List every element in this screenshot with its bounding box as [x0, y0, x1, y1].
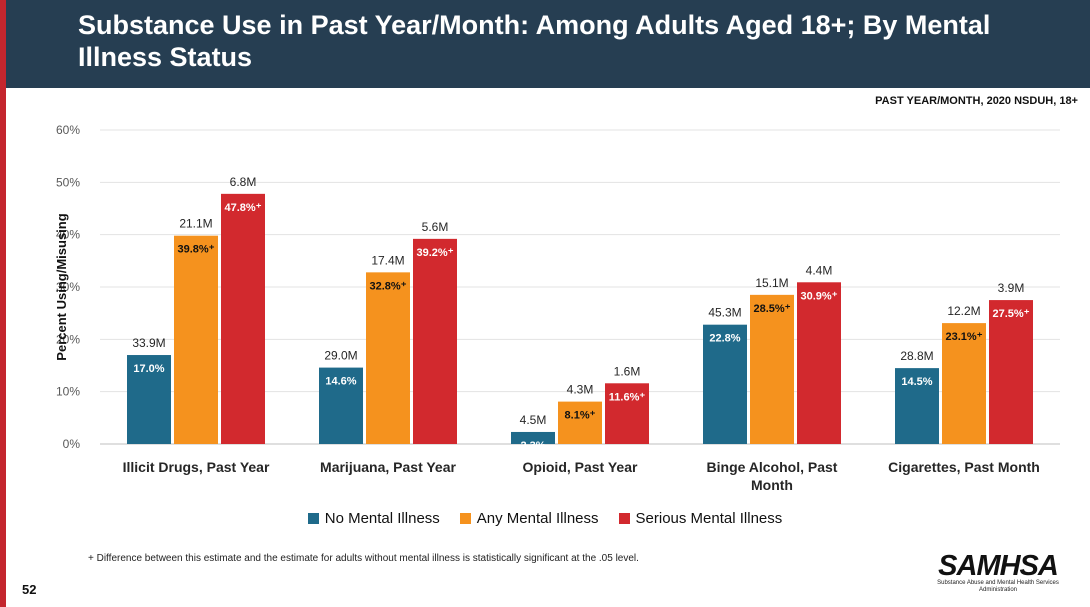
data-label: 27.5%⁺	[993, 308, 1030, 320]
page-number: 52	[22, 582, 37, 597]
x-tick-label: Binge Alcohol, Past Month	[707, 459, 838, 493]
count-label: 4.4M	[806, 263, 833, 277]
legend-label: No Mental Illness	[324, 510, 440, 527]
data-label: 11.6%⁺	[609, 391, 646, 403]
legend-swatch	[618, 513, 630, 524]
data-label: 32.8%⁺	[370, 280, 407, 292]
y-tick-label: 60%	[56, 123, 80, 137]
bar	[319, 367, 363, 444]
y-tick-label: 0%	[63, 437, 81, 451]
y-axis-label: Percent Using/Misusing	[54, 213, 69, 360]
bar	[989, 300, 1033, 444]
count-label: 1.6M	[614, 364, 641, 378]
data-label: 23.1%⁺	[946, 331, 983, 343]
y-tick-label: 10%	[56, 385, 80, 399]
data-label: 47.8%⁺	[225, 202, 262, 214]
title-banner	[6, 0, 1090, 88]
data-label: 2.3%	[520, 440, 545, 452]
legend-swatch	[307, 513, 319, 524]
y-tick-label: 50%	[56, 175, 80, 189]
slide-title: Substance Use in Past Year/Month: Among …	[78, 10, 991, 72]
data-label: 39.8%⁺	[178, 244, 215, 256]
legend-label: Serious Mental Illness	[635, 510, 783, 527]
y-tick-label: 30%	[56, 280, 80, 294]
x-tick-label: Cigarettes, Past Month	[888, 459, 1040, 475]
bar	[558, 401, 602, 444]
count-label: 28.8M	[900, 349, 933, 363]
count-label: 6.8M	[230, 175, 257, 189]
x-tick-label: Marijuana, Past Year	[320, 459, 456, 475]
count-label: 45.3M	[708, 306, 741, 320]
data-label: 14.5%	[901, 376, 932, 388]
data-label: 30.9%⁺	[801, 290, 838, 302]
bar	[942, 323, 986, 444]
legend-label: Any Mental Illness	[476, 510, 599, 527]
count-label: 15.1M	[755, 276, 788, 290]
bar	[750, 294, 794, 444]
data-label: 14.6%	[325, 376, 356, 388]
legend-item: No Mental Illness	[307, 510, 440, 527]
bar	[797, 282, 841, 444]
footnote: + Difference between this estimate and t…	[88, 553, 639, 564]
bar	[703, 324, 747, 444]
logo-wordmark: SAMHSA	[938, 550, 1059, 582]
bar	[605, 383, 649, 444]
bar	[895, 368, 939, 444]
legend-item: Serious Mental Illness	[618, 510, 783, 527]
x-tick-label: Opioid, Past Year	[523, 459, 638, 475]
y-tick-label: 20%	[56, 332, 80, 346]
count-label: 3.9M	[998, 281, 1025, 295]
bar	[174, 235, 218, 444]
data-label: 28.5%⁺	[754, 303, 791, 315]
data-label: 17.0%	[133, 363, 164, 375]
count-label: 4.3M	[567, 383, 594, 397]
accent-bar	[0, 0, 6, 607]
data-label: 22.8%	[709, 333, 740, 345]
bar	[366, 272, 410, 444]
y-tick-label: 40%	[56, 228, 80, 242]
count-label: 17.4M	[371, 253, 404, 267]
bar	[413, 238, 457, 444]
chart-legend: No Mental Illness Any Mental Illness Serio…	[0, 510, 1090, 527]
count-label: 21.1M	[179, 217, 212, 231]
count-label: 12.2M	[947, 304, 980, 318]
bar	[127, 355, 171, 444]
data-label: 8.1%⁺	[565, 410, 596, 422]
legend-swatch	[459, 513, 471, 524]
bar	[511, 431, 555, 444]
logo-tagline: Substance Abuse and Mental Health Servic…	[937, 580, 1059, 593]
count-label: 29.0M	[324, 349, 357, 363]
bar	[221, 193, 265, 444]
count-label: 5.6M	[422, 220, 449, 234]
count-label: 33.9M	[132, 336, 165, 350]
legend-item: Any Mental Illness	[459, 510, 599, 527]
x-tick-label: Illicit Drugs, Past Year	[123, 459, 270, 475]
count-label: 4.5M	[520, 413, 547, 427]
samhsa-logo: SAMHSA Substance Abuse and Mental Health…	[918, 552, 1078, 594]
data-label: 39.2%⁺	[417, 247, 454, 259]
chart-subtitle: PAST YEAR/MONTH, 2020 NSDUH, 18+	[875, 95, 1078, 107]
